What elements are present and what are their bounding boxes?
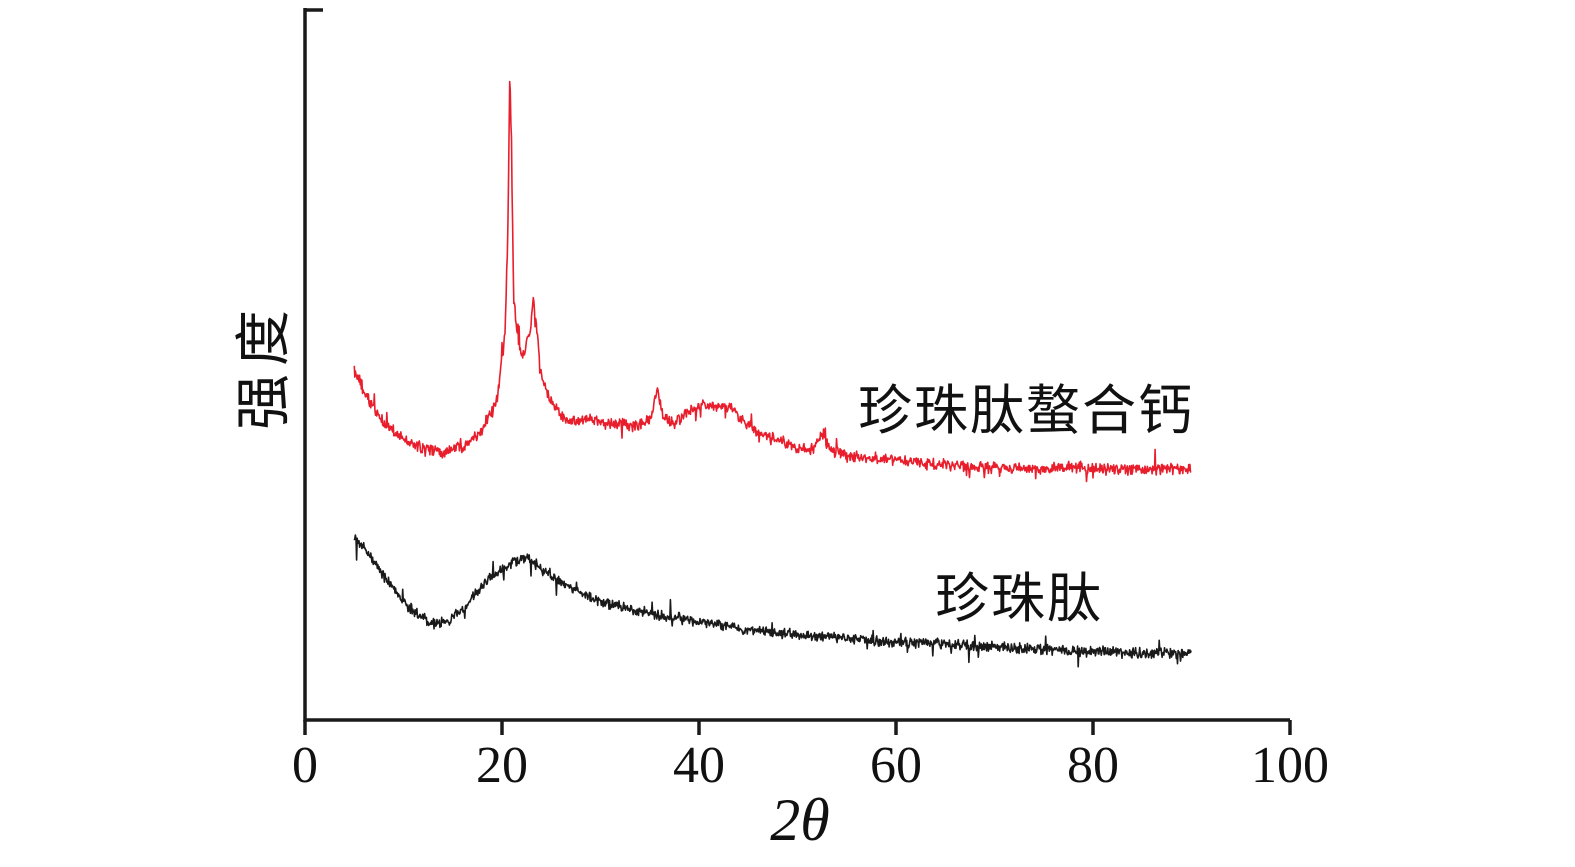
series-label-pearl-peptide-chelated-calcium: 珍珠肽螯合钙 xyxy=(858,379,1194,442)
x-tick-label: 60 xyxy=(870,737,922,794)
x-tick-label: 40 xyxy=(673,737,725,794)
x-tick-label: 100 xyxy=(1251,737,1329,794)
series-label-pearl-peptide: 珍珠肽 xyxy=(935,567,1103,630)
x-tick-label: 80 xyxy=(1067,737,1119,794)
series-trace-1 xyxy=(353,534,1192,668)
x-axis-label: 2θ xyxy=(700,786,900,855)
x-tick-label: 0 xyxy=(292,737,318,794)
x-axis-label-text: 2θ xyxy=(770,787,830,853)
series-trace-0 xyxy=(353,80,1192,483)
axis-spines xyxy=(303,8,1290,722)
y-axis-label: 强度 xyxy=(232,302,297,430)
x-tick-label: 20 xyxy=(476,737,528,794)
